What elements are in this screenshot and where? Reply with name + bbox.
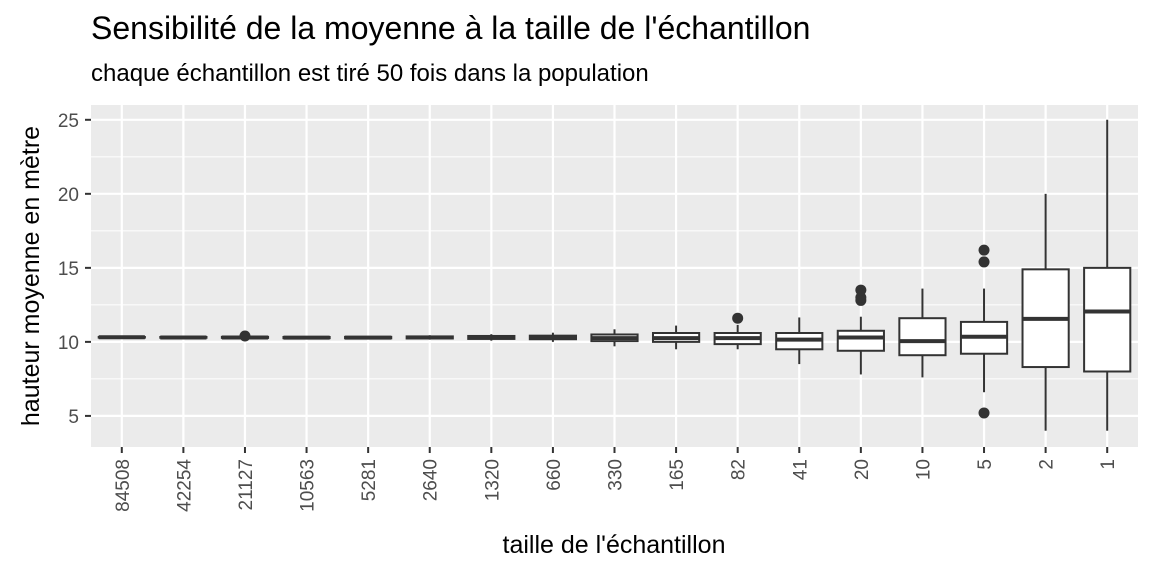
x-tick-label: 84508	[113, 459, 134, 512]
box-82	[713, 312, 762, 350]
boxes-layer	[97, 119, 1132, 431]
box-5281	[344, 335, 393, 340]
chart-title: Sensibilité de la moyenne à la taille de…	[91, 10, 811, 46]
box-41	[775, 317, 824, 365]
x-tick-label: 165	[667, 459, 688, 491]
x-tick-label: 5281	[359, 459, 380, 501]
x-tick-label: 5	[975, 459, 996, 470]
x-tick-label: 20	[852, 459, 873, 480]
box-2	[1021, 193, 1070, 431]
x-tick-label: 660	[544, 459, 565, 491]
x-tick-label: 10563	[298, 459, 319, 512]
box-iqr	[836, 329, 885, 352]
outlier-point	[978, 244, 990, 256]
x-tick-label: 42254	[174, 459, 195, 512]
y-tick-label: 5	[68, 407, 79, 428]
y-axis-title: hauteur moyenne en mètre	[17, 126, 45, 426]
box-1	[1083, 119, 1132, 431]
y-axis: 5 10 15 20 25	[58, 111, 91, 428]
box-84508	[97, 335, 146, 340]
box-iqr	[1083, 266, 1132, 373]
outlier-point	[978, 256, 990, 268]
outlier-point	[732, 312, 744, 324]
outlier-point	[855, 284, 867, 296]
box-2640	[405, 335, 454, 340]
x-tick-label: 1320	[482, 459, 503, 501]
box-42254	[159, 335, 208, 340]
box-10	[898, 288, 947, 378]
box-1320	[467, 334, 516, 341]
grid-lines	[91, 105, 1138, 447]
box-10563	[282, 335, 331, 340]
box-20	[836, 284, 885, 375]
outlier-point	[978, 407, 990, 419]
x-tick-label: 41	[790, 459, 811, 480]
x-tick-label: 2	[1037, 459, 1058, 470]
x-tick-label: 21127	[236, 459, 257, 510]
box-21127	[220, 330, 270, 342]
x-axis: 84508 42254 21127 10563 5281 2640 1320 660 330 16…	[113, 447, 1119, 512]
box-330	[590, 329, 639, 347]
x-tick-label: 82	[729, 459, 750, 480]
box-iqr	[898, 317, 947, 357]
y-tick-label: 10	[58, 333, 79, 354]
outlier-point	[239, 330, 251, 342]
x-tick-label: 330	[606, 459, 627, 491]
x-axis-title: taille de l'échantillon	[503, 531, 726, 559]
box-165	[651, 325, 701, 350]
box-660	[528, 332, 578, 342]
x-tick-label: 1	[1098, 459, 1119, 470]
box-5	[959, 244, 1009, 419]
x-tick-label: 10	[913, 459, 934, 480]
x-tick-label: 2640	[421, 459, 442, 501]
y-tick-label: 15	[58, 259, 79, 280]
y-tick-label: 25	[58, 111, 79, 132]
chart-subtitle: chaque échantillon est tiré 50 fois dans…	[91, 60, 649, 87]
y-tick-label: 20	[58, 185, 79, 206]
